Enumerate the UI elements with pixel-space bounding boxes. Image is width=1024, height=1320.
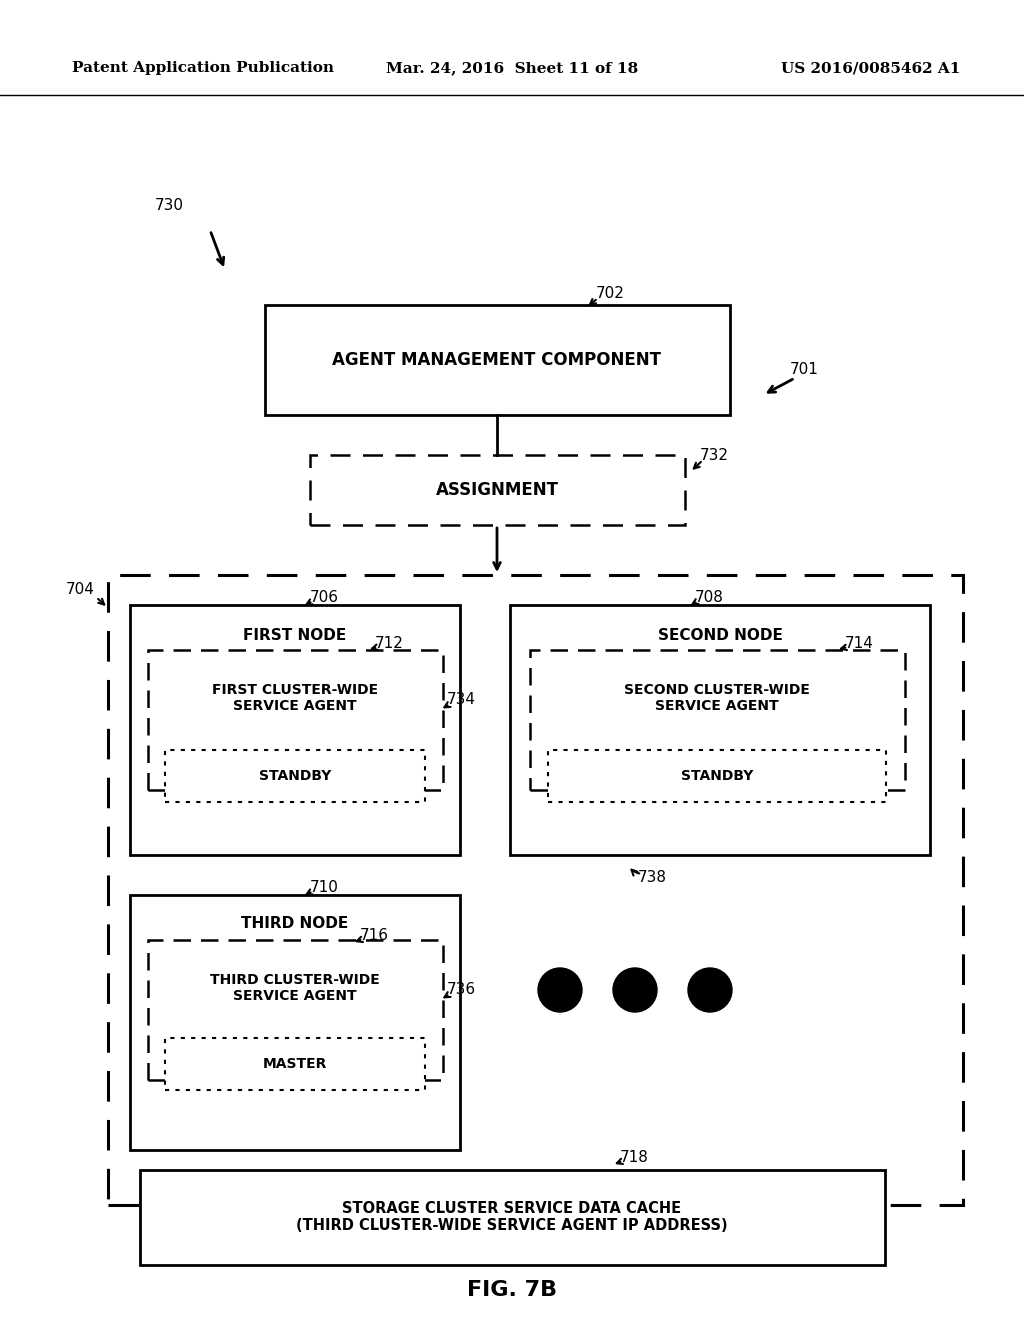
- Bar: [165, 750, 425, 803]
- Text: 710: 710: [310, 879, 339, 895]
- Text: THIRD CLUSTER-WIDE
SERVICE AGENT: THIRD CLUSTER-WIDE SERVICE AGENT: [210, 973, 380, 1003]
- Bar: [130, 605, 460, 855]
- Bar: [510, 605, 930, 855]
- Bar: [265, 305, 730, 414]
- Text: US 2016/0085462 A1: US 2016/0085462 A1: [780, 61, 961, 75]
- Text: 736: 736: [447, 982, 476, 998]
- Bar: [148, 649, 443, 789]
- Bar: [530, 649, 905, 789]
- Text: Mar. 24, 2016  Sheet 11 of 18: Mar. 24, 2016 Sheet 11 of 18: [386, 61, 638, 75]
- Text: SECOND NODE: SECOND NODE: [657, 627, 782, 643]
- Text: ASSIGNMENT: ASSIGNMENT: [435, 480, 558, 499]
- Circle shape: [688, 968, 732, 1012]
- Text: 716: 716: [360, 928, 389, 942]
- Text: FIRST CLUSTER-WIDE
SERVICE AGENT: FIRST CLUSTER-WIDE SERVICE AGENT: [212, 682, 378, 713]
- Text: 734: 734: [447, 693, 476, 708]
- Text: 706: 706: [310, 590, 339, 606]
- Bar: [130, 895, 460, 1150]
- Text: 701: 701: [790, 363, 819, 378]
- Text: 712: 712: [375, 635, 403, 651]
- Bar: [140, 1170, 885, 1265]
- Text: 708: 708: [695, 590, 724, 606]
- Circle shape: [613, 968, 657, 1012]
- Text: 738: 738: [638, 870, 667, 884]
- Text: 702: 702: [596, 285, 625, 301]
- Text: 714: 714: [845, 635, 873, 651]
- Text: FIG. 7B: FIG. 7B: [467, 1280, 557, 1300]
- Text: STORAGE CLUSTER SERVICE DATA CACHE
(THIRD CLUSTER-WIDE SERVICE AGENT IP ADDRESS): STORAGE CLUSTER SERVICE DATA CACHE (THIR…: [296, 1201, 728, 1233]
- Text: FIRST NODE: FIRST NODE: [244, 627, 347, 643]
- Text: SECOND CLUSTER-WIDE
SERVICE AGENT: SECOND CLUSTER-WIDE SERVICE AGENT: [624, 682, 810, 713]
- Text: Patent Application Publication: Patent Application Publication: [72, 61, 334, 75]
- Text: MASTER: MASTER: [263, 1057, 328, 1071]
- Bar: [548, 750, 886, 803]
- Text: 718: 718: [620, 1151, 649, 1166]
- Text: THIRD NODE: THIRD NODE: [242, 916, 348, 931]
- Text: STANDBY: STANDBY: [259, 770, 331, 783]
- Text: STANDBY: STANDBY: [681, 770, 754, 783]
- Circle shape: [538, 968, 582, 1012]
- Bar: [165, 1038, 425, 1090]
- Text: 704: 704: [67, 582, 95, 598]
- Bar: [310, 455, 685, 525]
- Bar: [148, 940, 443, 1080]
- Text: 732: 732: [700, 447, 729, 462]
- Text: 730: 730: [155, 198, 184, 213]
- Bar: [108, 576, 963, 1205]
- Text: AGENT MANAGEMENT COMPONENT: AGENT MANAGEMENT COMPONENT: [333, 351, 662, 370]
